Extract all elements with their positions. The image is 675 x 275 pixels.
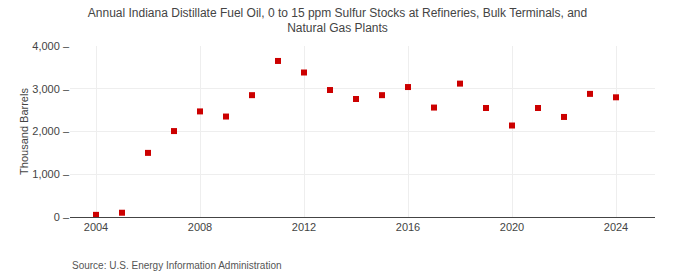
svg-text:Annual Indiana Distillate Fuel: Annual Indiana Distillate Fuel Oil, 0 to… <box>88 6 587 36</box>
svg-text:2020: 2020 <box>500 221 524 233</box>
svg-text:1,000 –: 1,000 – <box>32 168 70 180</box>
svg-text:2016: 2016 <box>396 221 420 233</box>
svg-text:3,000 –: 3,000 – <box>32 83 70 95</box>
svg-text:2,000 –: 2,000 – <box>32 125 70 137</box>
svg-text:2008: 2008 <box>188 221 212 233</box>
svg-text:2024: 2024 <box>604 221 628 233</box>
svg-text:0 –: 0 – <box>54 211 70 223</box>
svg-text:4,000 –: 4,000 – <box>32 40 70 52</box>
svg-text:2004: 2004 <box>84 221 108 233</box>
svg-text:Thousand Barrels: Thousand Barrels <box>18 88 30 175</box>
svg-text:Source: U.S. Energy Informatio: Source: U.S. Energy Information Administ… <box>72 260 282 271</box>
svg-text:2012: 2012 <box>292 221 316 233</box>
